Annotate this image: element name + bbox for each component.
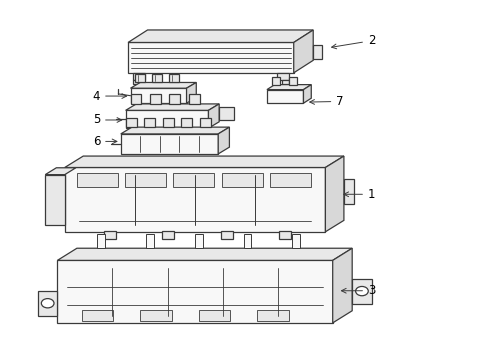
Polygon shape [289,77,296,85]
Bar [162,231,174,239]
Text: 2: 2 [332,34,375,49]
Polygon shape [325,156,344,232]
Bar [133,73,145,80]
Bar [104,231,116,239]
Bar [292,234,300,248]
Polygon shape [181,118,193,127]
Polygon shape [121,134,218,154]
Bar [82,310,114,321]
Bar [220,231,233,239]
Polygon shape [128,42,294,73]
Text: 6: 6 [93,135,117,148]
Bar [199,310,230,321]
Bar [282,80,289,84]
Bar [257,310,289,321]
Polygon shape [144,118,155,127]
Polygon shape [208,104,219,128]
Polygon shape [125,104,219,111]
Bar [133,80,140,84]
Bar [98,234,105,248]
Bar [221,173,263,187]
Polygon shape [125,111,208,128]
Polygon shape [121,127,229,134]
Polygon shape [200,118,211,127]
Bar [277,73,289,80]
Bar [195,234,202,248]
Polygon shape [218,127,229,154]
Bar [313,45,322,59]
Polygon shape [135,73,145,82]
Polygon shape [170,94,180,104]
Bar [173,173,214,187]
Text: 7: 7 [310,95,344,108]
Polygon shape [65,156,344,167]
Polygon shape [150,94,161,104]
Polygon shape [45,168,76,175]
Text: 5: 5 [93,113,122,126]
Text: 1: 1 [344,188,375,201]
Polygon shape [189,94,200,104]
Polygon shape [130,94,141,104]
Polygon shape [267,85,311,90]
Bar [279,231,291,239]
Polygon shape [187,82,196,103]
Bar [140,310,172,321]
Polygon shape [45,175,65,225]
Polygon shape [130,88,187,103]
Bar [244,234,251,248]
Polygon shape [333,248,352,323]
Circle shape [41,298,54,308]
Text: 3: 3 [342,284,375,297]
Polygon shape [163,118,174,127]
Polygon shape [170,73,179,82]
Polygon shape [128,30,313,42]
Text: 4: 4 [93,90,126,103]
Polygon shape [294,30,313,73]
Bar [146,234,154,248]
Bar [77,173,118,187]
Bar [125,173,166,187]
Polygon shape [303,85,311,103]
Polygon shape [57,260,333,323]
Polygon shape [125,118,137,127]
Bar [219,108,234,120]
Bar [270,173,311,187]
Polygon shape [152,73,162,82]
Circle shape [356,287,368,296]
Polygon shape [130,82,196,88]
Polygon shape [65,167,325,232]
Polygon shape [272,77,280,85]
Polygon shape [57,248,352,260]
Bar [344,179,354,204]
Polygon shape [352,279,372,303]
Polygon shape [267,90,303,103]
Polygon shape [38,291,57,316]
